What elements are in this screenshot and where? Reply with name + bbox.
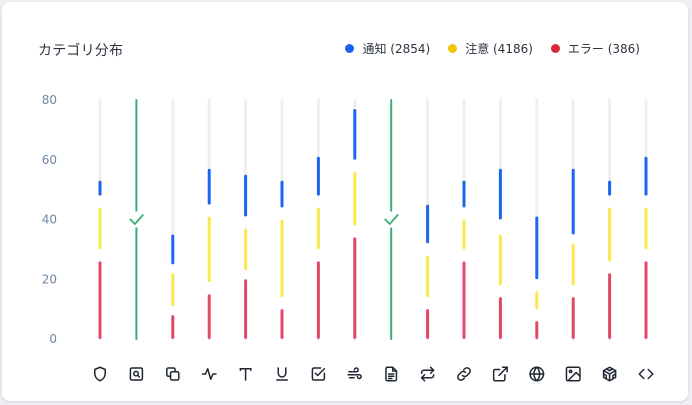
y-tick-label: 60 [42,153,57,167]
category-column [311,98,326,381]
legend-item-warning[interactable]: 注意 (4186) [448,40,533,57]
category-column [276,98,288,381]
category-column [420,98,435,382]
category-column [166,98,180,381]
chart-title: カテゴリ分布 [38,43,124,59]
legend-dot-warning [448,44,458,53]
text-type-icon [239,368,252,381]
y-tick-label: 80 [42,93,57,107]
image-icon [565,366,581,382]
category-column [638,98,654,380]
globe-icon [529,366,545,382]
codesandbox-icon [602,366,617,382]
legend-item-notice[interactable]: 通知 (2854) [345,40,430,57]
y-tick-label: 40 [42,213,57,227]
underline-icon [276,367,288,381]
category-column [492,98,508,382]
legend-label-warning: 注意 (4186) [465,42,533,56]
category-column [201,98,217,380]
legend-label-error: エラー (386) [567,42,640,56]
check-mark-bg [381,211,402,228]
external-link-icon [492,366,508,382]
category-column [381,99,402,382]
category-column [602,98,617,382]
shield-icon [94,366,106,382]
activity-icon [201,368,217,380]
check-mark-bg [126,211,147,228]
category-column [529,98,545,382]
repeat-icon [420,366,435,382]
check-mark [384,214,399,225]
search-doc-icon [129,367,144,381]
category-column [94,98,106,382]
category-column [347,98,362,380]
category-column [126,99,147,381]
code-icon [638,368,654,380]
y-tick-label: 0 [49,332,57,346]
category-column [239,98,252,381]
category-column [457,98,471,381]
category-column [565,98,581,382]
y-tick-label: 20 [42,272,57,286]
link-icon [457,367,471,381]
legend: 通知 (2854) 注意 (4186) エラー (386) [345,40,640,57]
legend-item-error[interactable]: エラー (386) [550,40,640,57]
legend-label-notice: 通知 (2854) [362,42,431,56]
checkbox-icon [311,367,326,381]
legend-dot-error [550,44,560,53]
copy-icon [166,367,180,381]
file-text-icon [385,366,398,382]
wind-icon [347,367,362,380]
check-mark [129,214,144,225]
legend-dot-notice [345,44,355,53]
